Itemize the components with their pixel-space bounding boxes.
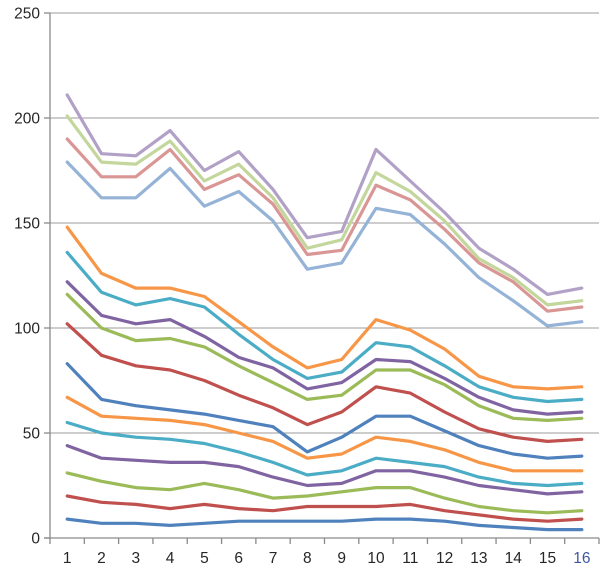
- series-11-line: [65, 250, 584, 404]
- x-tick-label-10: 10: [367, 550, 385, 567]
- series-05-line: [65, 420, 584, 488]
- x-tick-label-12: 12: [436, 550, 453, 567]
- y-tick-label-150: 150: [14, 216, 40, 233]
- x-tick-label-1: 1: [63, 550, 72, 567]
- x-tick-label-6: 6: [234, 550, 243, 567]
- series-14-line: [65, 137, 584, 313]
- series-08-line: [65, 322, 584, 443]
- y-tick-label-0: 0: [31, 531, 40, 548]
- y-tick-label-200: 200: [14, 111, 40, 128]
- series-06-line: [65, 395, 584, 473]
- series-12-line: [65, 225, 584, 391]
- x-tick-label-13: 13: [470, 550, 487, 567]
- y-tick-label-250: 250: [14, 6, 40, 23]
- series-04-line: [65, 444, 584, 496]
- x-tick-label-7: 7: [269, 550, 278, 567]
- series-07-line: [65, 362, 584, 460]
- x-tick-label-8: 8: [303, 550, 312, 567]
- x-tick-label-15: 15: [539, 550, 556, 567]
- series-10-line: [65, 280, 584, 416]
- x-tick-label-9: 9: [337, 550, 346, 567]
- y-tick-label-100: 100: [14, 321, 40, 338]
- y-tick-label-50: 50: [23, 426, 41, 443]
- x-tick-label-2: 2: [97, 550, 106, 567]
- x-tick-label-3: 3: [131, 550, 140, 567]
- series-15-line: [65, 114, 584, 307]
- x-tick-label-16: 16: [573, 550, 590, 567]
- series-01-line: [65, 517, 584, 532]
- x-tick-label-5: 5: [200, 550, 209, 567]
- x-tick-label-4: 4: [166, 550, 175, 567]
- series-13-line: [65, 160, 584, 328]
- series-16-line: [65, 93, 584, 296]
- series-02-line: [65, 494, 584, 523]
- series-03-line: [65, 471, 584, 515]
- x-tick-label-14: 14: [505, 550, 523, 567]
- x-tick-label-11: 11: [402, 550, 418, 567]
- series-09-line: [65, 292, 584, 422]
